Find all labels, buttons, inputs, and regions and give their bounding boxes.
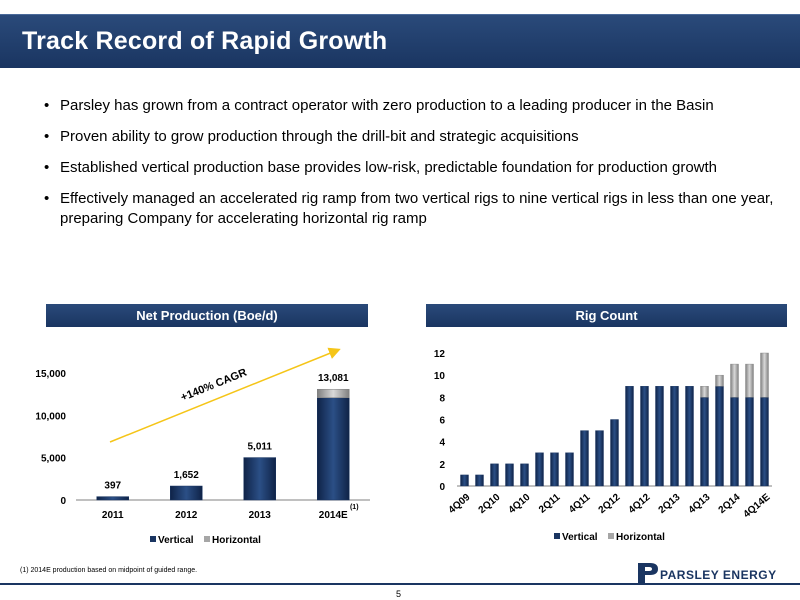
bar-vertical bbox=[475, 474, 484, 487]
legend-label-vertical: Vertical bbox=[158, 535, 194, 546]
x-tick-label: 2012 bbox=[175, 510, 198, 521]
x-tick-label: 4Q10 bbox=[507, 492, 533, 516]
legend-swatch-vertical bbox=[150, 536, 156, 542]
bar-vertical bbox=[640, 386, 649, 487]
y-tick-label: 0 bbox=[60, 496, 66, 507]
bar-horizontal bbox=[317, 388, 350, 398]
bar-total-label: 5,011 bbox=[248, 442, 273, 453]
y-tick-label: 4 bbox=[439, 438, 445, 449]
bar-horizontal bbox=[715, 374, 724, 387]
x-tick-label: 2Q14 bbox=[717, 492, 743, 516]
bar-vertical bbox=[610, 419, 619, 487]
bar-vertical bbox=[700, 397, 709, 487]
production-chart-header: Net Production (Boe/d) bbox=[46, 304, 368, 327]
bar-horizontal bbox=[745, 363, 754, 398]
y-tick-label: 6 bbox=[439, 416, 445, 427]
legend-swatch-vertical bbox=[554, 533, 560, 539]
bar-vertical bbox=[243, 457, 276, 501]
bar-vertical bbox=[745, 397, 754, 487]
bar-horizontal bbox=[730, 363, 739, 398]
x-tick-label: 4Q14E bbox=[742, 492, 773, 521]
bullet-item: Established vertical production base pro… bbox=[44, 158, 774, 178]
x-tick-label: 2013 bbox=[249, 510, 272, 521]
bar-vertical bbox=[580, 430, 589, 487]
x-tick-label: 2014E bbox=[319, 510, 348, 521]
bar-vertical bbox=[730, 397, 739, 487]
page-number: 5 bbox=[396, 589, 402, 599]
x-tick-label: 4Q12 bbox=[627, 492, 653, 516]
bar-vertical bbox=[685, 386, 694, 487]
bar-total-label: 13,081 bbox=[318, 373, 349, 384]
bar-total-label: 1,652 bbox=[174, 470, 199, 481]
legend-label-horizontal: Horizontal bbox=[616, 532, 665, 543]
logo-text: PARSLEY ENERGY bbox=[660, 568, 777, 582]
bullet-item: Effectively managed an accelerated rig r… bbox=[44, 189, 774, 229]
bar-vertical bbox=[460, 474, 469, 487]
x-tick-label: 4Q13 bbox=[687, 492, 713, 516]
bar-vertical bbox=[565, 452, 574, 487]
x-tick-label: 2Q11 bbox=[537, 492, 563, 516]
y-tick-label: 12 bbox=[434, 349, 446, 360]
x-tick-label: 4Q09 bbox=[447, 492, 473, 516]
parsley-logo-icon bbox=[638, 563, 658, 583]
company-logo: PARSLEY ENERGY bbox=[636, 562, 796, 584]
x-tick-label: 2Q12 bbox=[597, 492, 623, 516]
x-tick-label: 2011 bbox=[102, 510, 124, 521]
bar-vertical bbox=[550, 452, 559, 487]
legend-label-vertical: Vertical bbox=[562, 532, 598, 543]
footnote-marker: (1) bbox=[350, 504, 359, 511]
bar-total-label: 397 bbox=[104, 481, 121, 492]
bar-horizontal bbox=[700, 386, 709, 398]
y-tick-label: 10 bbox=[434, 371, 446, 382]
bar-vertical bbox=[96, 496, 129, 501]
x-tick-label: 2Q13 bbox=[657, 492, 683, 516]
bar-vertical bbox=[595, 430, 604, 487]
production-chart: 0 5,000 10,000 15,000 397 2011 1,652 2012 5,011 2… bbox=[35, 347, 370, 546]
legend-swatch-horizontal bbox=[608, 533, 614, 539]
bar-vertical bbox=[490, 463, 499, 487]
y-tick-label: 0 bbox=[439, 482, 445, 493]
y-tick-label: 10,000 bbox=[35, 411, 66, 422]
slide-title: Track Record of Rapid Growth bbox=[22, 27, 388, 55]
bar-vertical bbox=[760, 397, 769, 487]
bar-horizontal bbox=[760, 352, 769, 398]
bottom-rule bbox=[0, 583, 800, 585]
bar-vertical bbox=[170, 485, 203, 501]
y-tick-label: 5,000 bbox=[41, 454, 66, 465]
bullet-item: Parsley has grown from a contract operat… bbox=[44, 96, 774, 116]
footnote: (1) 2014E production based on midpoint o… bbox=[20, 567, 198, 574]
bullet-item: Proven ability to grow production throug… bbox=[44, 127, 774, 147]
x-tick-label: 4Q11 bbox=[567, 492, 593, 516]
x-tick-label: 2Q10 bbox=[477, 492, 503, 516]
y-tick-label: 2 bbox=[439, 460, 445, 471]
bullet-list: Parsley has grown from a contract operat… bbox=[44, 96, 774, 240]
rig-chart-header: Rig Count bbox=[426, 304, 787, 327]
cagr-annotation: +140% CAGR bbox=[179, 367, 248, 404]
y-tick-label: 15,000 bbox=[35, 369, 66, 380]
bar-vertical bbox=[505, 463, 514, 487]
bar-vertical bbox=[715, 386, 724, 487]
legend-label-horizontal: Horizontal bbox=[212, 535, 261, 546]
y-tick-label: 8 bbox=[439, 393, 445, 404]
bar-vertical bbox=[625, 386, 634, 487]
title-bar: Track Record of Rapid Growth bbox=[0, 14, 800, 68]
bar-vertical bbox=[520, 463, 529, 487]
bar-vertical bbox=[670, 386, 679, 487]
bar-vertical bbox=[535, 452, 544, 487]
bar-vertical bbox=[655, 386, 664, 487]
legend-swatch-horizontal bbox=[204, 536, 210, 542]
bar-vertical bbox=[317, 397, 350, 501]
cagr-arrow bbox=[109, 347, 341, 443]
